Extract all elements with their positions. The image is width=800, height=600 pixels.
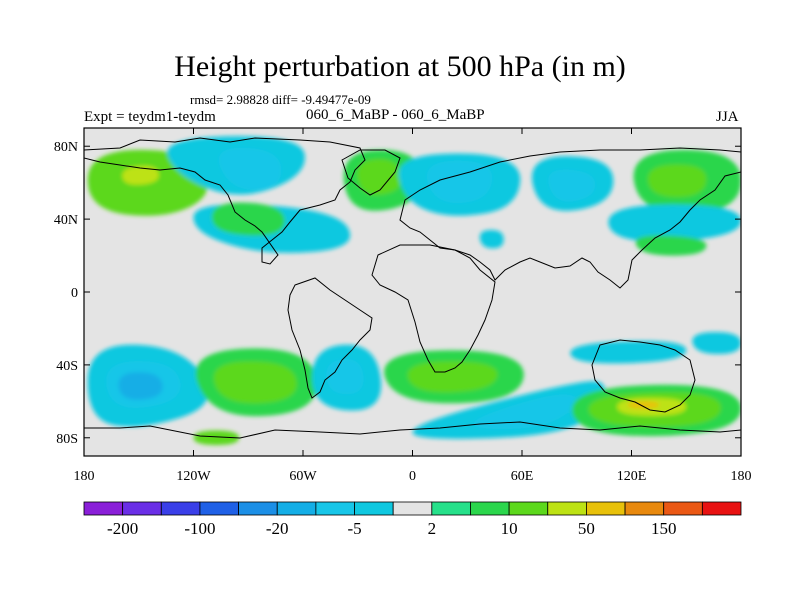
contour-region xyxy=(608,204,741,242)
y-tick-label: 80S xyxy=(56,432,78,447)
coastline-africa xyxy=(371,244,496,373)
contour-region xyxy=(219,147,282,190)
colorbar-label: -200 xyxy=(107,519,138,538)
coastline-north-america xyxy=(84,137,366,265)
contour-region xyxy=(122,165,159,185)
contour-region xyxy=(357,158,401,195)
colorbar-swatch xyxy=(315,501,355,516)
colorbar-swatch xyxy=(354,501,394,516)
contour-region xyxy=(213,361,297,404)
y-tick-label: 80N xyxy=(54,140,78,155)
colorbar-swatch xyxy=(701,501,742,516)
contour-region xyxy=(407,361,498,393)
coastline-australia xyxy=(591,339,696,413)
contour-region xyxy=(211,202,285,236)
contour-region xyxy=(647,164,707,198)
colorbar-swatch xyxy=(199,501,239,516)
colorbar-swatch xyxy=(508,501,549,516)
x-tick-label: 180 xyxy=(731,469,752,484)
case-label: 060_6_MaBP - 060_6_MaBP xyxy=(306,107,485,123)
contour-region xyxy=(118,372,163,400)
contour-region xyxy=(627,401,659,409)
contour-region xyxy=(692,332,741,354)
colorbar-swatch xyxy=(470,501,510,516)
coastline-antarctica xyxy=(84,421,741,439)
colorbar-swatch xyxy=(431,501,471,516)
x-tick-label: 180 xyxy=(74,469,95,484)
colorbar-swatch xyxy=(238,501,278,516)
contour-region xyxy=(193,430,240,446)
y-tick-label: 40N xyxy=(54,213,78,228)
colorbar-label: 2 xyxy=(428,519,437,538)
colorbar-swatch xyxy=(586,501,626,516)
coastline-greenland xyxy=(341,149,401,196)
colorbar-swatch xyxy=(663,501,703,516)
colorbar-swatch xyxy=(624,501,665,516)
colorbar-label: -20 xyxy=(266,519,289,538)
x-tick-label: 120W xyxy=(176,469,211,484)
colorbar: -200 -100 -20 -5 2 10 50 150 xyxy=(83,501,742,538)
colorbar-label: -5 xyxy=(347,519,361,538)
coastline-south-america xyxy=(287,277,373,399)
y-tick-label: 0 xyxy=(71,286,78,301)
coastline-eurasia xyxy=(399,147,741,289)
contour-region xyxy=(326,359,364,394)
contour-fill-layer xyxy=(87,136,741,446)
x-tick-label: 60W xyxy=(289,469,317,484)
x-tick-label: 0 xyxy=(409,469,416,484)
y-tick-label: 40S xyxy=(56,359,78,374)
experiment-label: Expt = teydm1-teydm xyxy=(84,109,216,125)
contour-region xyxy=(427,160,493,203)
colorbar-swatch xyxy=(83,501,124,516)
coastline-layer xyxy=(84,137,741,439)
axes-layer: 180 120W 60W 0 60E 120E 180 80N 40N 0 40S 80S xyxy=(54,128,752,484)
x-tick-label: 120E xyxy=(617,469,647,484)
colorbar-swatch xyxy=(392,501,433,516)
contour-region xyxy=(479,230,504,249)
contour-region xyxy=(635,235,707,256)
colorbar-label: 50 xyxy=(578,519,595,538)
colorbar-label: 150 xyxy=(651,519,677,538)
chart-title: Height perturbation at 500 hPa (in m) xyxy=(174,50,626,83)
colorbar-label: -100 xyxy=(184,519,215,538)
colorbar-swatch xyxy=(122,501,162,516)
contour-region xyxy=(473,394,578,429)
season-label: JJA xyxy=(716,109,739,125)
colorbar-swatch xyxy=(547,501,587,516)
x-tick-label: 60E xyxy=(511,469,534,484)
colorbar-swatch xyxy=(276,501,317,516)
stats-line: rmsd= 2.98828 diff= -9.49477e-09 xyxy=(190,92,371,107)
colorbar-label: 10 xyxy=(501,519,518,538)
colorbar-swatch xyxy=(160,501,201,516)
contour-region xyxy=(548,169,595,202)
